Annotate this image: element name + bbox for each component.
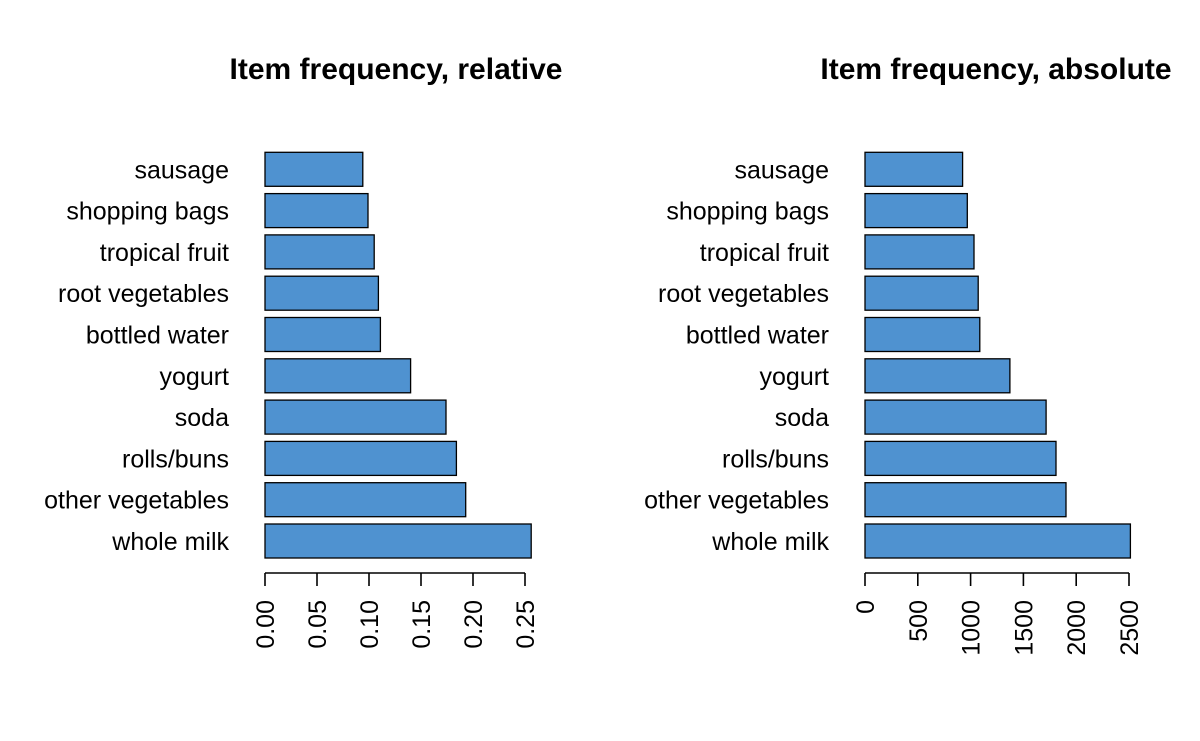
category-label-root-vegetables: root vegetables [58,280,229,308]
bar-other-vegetables [264,482,467,518]
chart-title-absolute: Item frequency, absolute [820,53,1171,86]
category-label-shopping-bags: shopping bags [666,198,829,226]
category-label-shopping-bags: shopping bags [66,198,229,226]
category-label-other-vegetables: other vegetables [44,487,229,515]
x-tick-label-relative-3: 0.15 [408,600,436,649]
x-tick-label-relative-4: 0.20 [460,600,488,649]
category-label-soda: soda [775,404,829,432]
category-label-whole-milk: whole milk [111,528,229,556]
category-label-soda: soda [175,404,229,432]
bar-shopping-bags [264,192,369,229]
x-tick-label-absolute-3: 1500 [1010,600,1038,656]
bars-relative [264,151,532,559]
category-labels-relative: sausage shopping bags tropical fruit root v… [44,156,229,556]
category-label-whole-milk: whole milk [711,528,829,556]
bar-root-vegetables [264,275,380,311]
category-label-other-vegetables: other vegetables [644,487,829,515]
category-label-tropical-fruit: tropical fruit [100,239,229,267]
category-label-yogurt: yogurt [760,363,830,391]
category-label-bottled-water: bottled water [686,322,829,350]
bar-soda [864,399,1047,435]
x-tick-label-relative-2: 0.10 [356,600,384,649]
bar-sausage [264,151,364,187]
category-label-root-vegetables: root vegetables [658,280,829,308]
bar-root-vegetables [864,275,979,311]
bar-yogurt [264,358,412,394]
bar-other-vegetables [864,482,1067,518]
bar-bottled-water [864,316,981,353]
bar-soda [264,399,447,435]
category-label-yogurt: yogurt [160,363,230,391]
chart-relative: Item frequency, relative sausage shopping… [44,53,562,649]
chart-absolute: Item frequency, absolute sausage shopping… [644,53,1171,656]
bar-bottled-water [264,316,382,353]
bar-tropical-fruit [864,234,975,270]
category-label-rolls-buns: rolls/buns [122,445,229,473]
bar-rolls-buns [864,440,1057,477]
bar-tropical-fruit [264,234,375,270]
x-tick-label-absolute-0: 0 [852,600,880,614]
category-label-sausage: sausage [734,156,829,184]
bar-whole-milk [864,523,1132,559]
bar-yogurt [864,358,1011,394]
category-labels-absolute: sausage shopping bags tropical fruit root v… [644,156,829,556]
chart-title-relative: Item frequency, relative [230,53,563,86]
bar-whole-milk [264,523,532,559]
category-label-rolls-buns: rolls/buns [722,445,829,473]
x-tick-label-relative-1: 0.05 [304,600,332,649]
bar-sausage [864,151,964,187]
x-axis-relative: 0.00 0.05 0.10 0.15 0.20 0.25 [252,572,540,649]
x-tick-label-absolute-4: 2000 [1063,600,1091,656]
bar-rolls-buns [264,440,458,477]
category-label-bottled-water: bottled water [86,322,229,350]
x-axis-absolute: 0 500 1000 1500 2000 2500 [852,572,1144,656]
x-tick-label-absolute-2: 1000 [958,600,986,656]
x-tick-label-absolute-1: 500 [905,600,933,642]
bar-shopping-bags [864,192,968,229]
x-tick-label-relative-5: 0.25 [512,600,540,649]
bars-absolute [864,151,1132,559]
x-tick-label-absolute-5: 2500 [1116,600,1144,656]
category-label-sausage: sausage [134,156,229,184]
x-tick-label-relative-0: 0.00 [252,600,280,649]
category-label-tropical-fruit: tropical fruit [700,239,829,267]
